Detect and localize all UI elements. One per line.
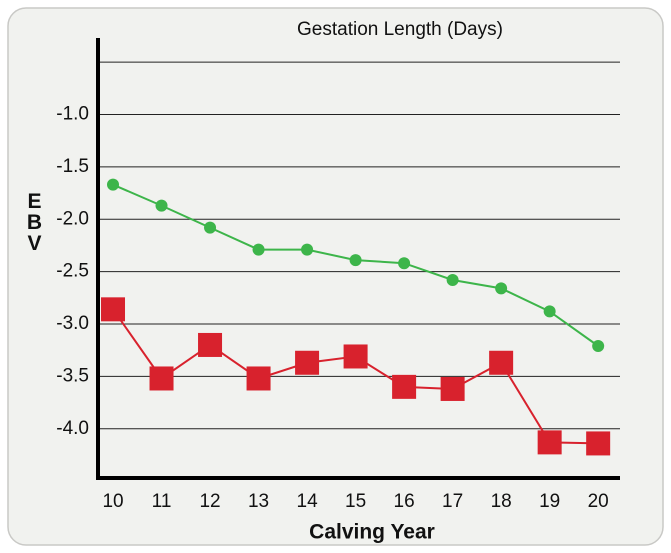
y-tick-label: -1.5: [56, 156, 89, 177]
marker: [295, 350, 320, 375]
marker: [198, 332, 223, 357]
marker: [149, 366, 174, 391]
marker: [392, 374, 417, 399]
x-tick-label: 10: [102, 491, 123, 512]
marker: [246, 366, 271, 391]
marker: [107, 178, 120, 191]
y-tick-label: -3.0: [56, 313, 89, 334]
marker: [592, 340, 605, 352]
marker: [343, 344, 368, 369]
x-tick-label: 14: [297, 491, 319, 512]
y-tick-label: -3.5: [56, 365, 89, 386]
marker: [301, 243, 314, 256]
x-axis-label: Calving Year: [309, 521, 435, 544]
grid: -1.0 -1.5 -2.0 -2.5 -3.0 -3.5 -4.0 10 11 12 13 14 15…: [56, 61, 620, 512]
x-tick-label: 12: [199, 491, 220, 512]
marker: [489, 350, 514, 375]
x-tick-label: 19: [539, 491, 560, 512]
marker: [495, 282, 508, 295]
x-tick-label: 11: [152, 491, 172, 512]
marker: [252, 243, 265, 256]
panel: [7, 7, 664, 546]
y-axis-label: EBV: [23, 190, 46, 253]
marker: [537, 430, 562, 455]
y-tick-label: -1.0: [56, 103, 89, 124]
y-tick-label: -2.0: [56, 208, 89, 229]
marker: [349, 254, 362, 267]
x-tick-label: 20: [588, 491, 609, 512]
x-tick-label: 13: [248, 491, 269, 512]
marker: [543, 305, 556, 318]
x-tick-label: 16: [394, 491, 415, 512]
x-tick-label: 17: [442, 491, 463, 512]
marker: [155, 199, 168, 212]
marker: [586, 431, 611, 456]
x-tick-label: 18: [491, 491, 512, 512]
marker: [101, 297, 126, 322]
plot: [101, 178, 611, 456]
x-tick-label: 15: [345, 491, 366, 512]
y-tick-label: -4.0: [56, 418, 89, 439]
marker: [440, 376, 465, 401]
marker: [398, 257, 411, 270]
marker: [204, 221, 217, 234]
y-tick-label: -2.5: [56, 261, 89, 282]
chart-title: Gestation Length (Days): [297, 19, 503, 40]
marker: [446, 274, 459, 286]
